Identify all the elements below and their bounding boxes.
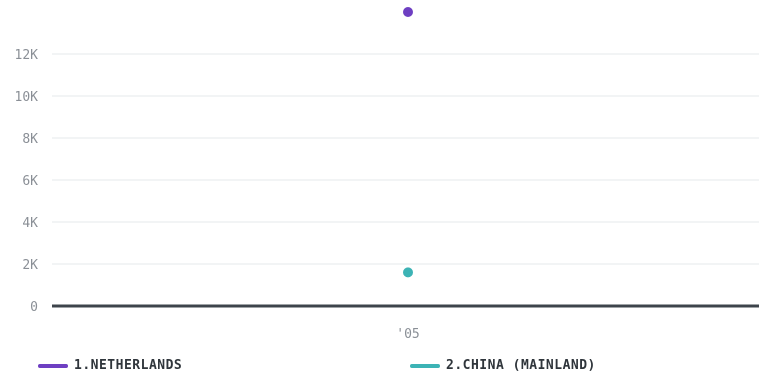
x-axis-ticks: '05 xyxy=(396,327,419,342)
legend: 1.NETHERLANDS 2.CHINA (MAINLAND) xyxy=(0,358,759,380)
legend-item-china-mainland[interactable]: 2.CHINA (MAINLAND) xyxy=(410,358,596,373)
grid-lines xyxy=(52,53,759,265)
y-axis-ticks: 0 2K 4K 6K 8K 10K 12K xyxy=(15,48,39,315)
data-point-netherlands[interactable] xyxy=(403,7,413,17)
y-tick-label: 4K xyxy=(22,216,38,231)
data-points xyxy=(403,7,413,278)
y-tick-label: 2K xyxy=(22,258,38,273)
y-tick-label: 0 xyxy=(30,300,38,315)
legend-swatch-china-mainland xyxy=(410,363,440,368)
y-tick-label: 8K xyxy=(22,132,38,147)
chart-plot: 0 2K 4K 6K 8K 10K 12K '05 xyxy=(15,7,759,342)
legend-swatch-netherlands xyxy=(38,363,68,368)
y-tick-label: 6K xyxy=(22,174,38,189)
legend-item-netherlands[interactable]: 1.NETHERLANDS xyxy=(38,358,182,373)
y-tick-label: 10K xyxy=(15,90,39,105)
legend-label-netherlands: 1.NETHERLANDS xyxy=(74,358,183,373)
legend-label-china-mainland: 2.CHINA (MAINLAND) xyxy=(446,358,596,373)
x-tick-label: '05 xyxy=(396,327,419,342)
data-point-china-mainland[interactable] xyxy=(403,267,413,278)
y-tick-label: 12K xyxy=(15,48,39,63)
